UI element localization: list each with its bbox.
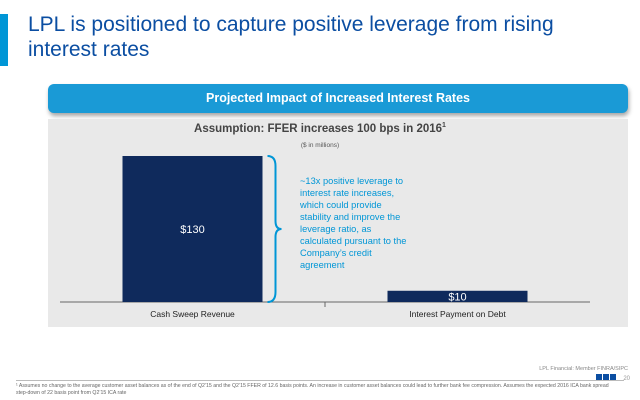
bar-value-label: $10 bbox=[448, 291, 466, 303]
footer-brand: LPL Financial: Member FINRA/SIPC bbox=[539, 366, 628, 372]
chart-units: ($ in millions) bbox=[300, 142, 340, 149]
page-number: 20 bbox=[623, 376, 630, 382]
lpl-logo-icon bbox=[596, 374, 616, 381]
section-banner: Projected Impact of Increased Interest R… bbox=[48, 84, 628, 113]
leverage-bracket bbox=[267, 155, 282, 303]
bar-value-label: $130 bbox=[180, 224, 204, 236]
footer-divider bbox=[16, 380, 624, 381]
x-tick-label: Interest Payment on Debt bbox=[409, 309, 506, 319]
page-title: LPL is positioned to capture positive le… bbox=[28, 13, 554, 61]
title-accent-bar bbox=[0, 14, 8, 66]
leverage-annotation: ~13x positive leverage to interest rate … bbox=[300, 176, 407, 270]
bar bbox=[387, 290, 528, 302]
x-tick-label: Cash Sweep Revenue bbox=[150, 309, 235, 319]
footnote: ¹ Assumes no change to the average custo… bbox=[16, 383, 609, 396]
chart-assumption: Assumption: FFER increases 100 bps in 20… bbox=[194, 122, 446, 135]
bar bbox=[122, 156, 263, 302]
